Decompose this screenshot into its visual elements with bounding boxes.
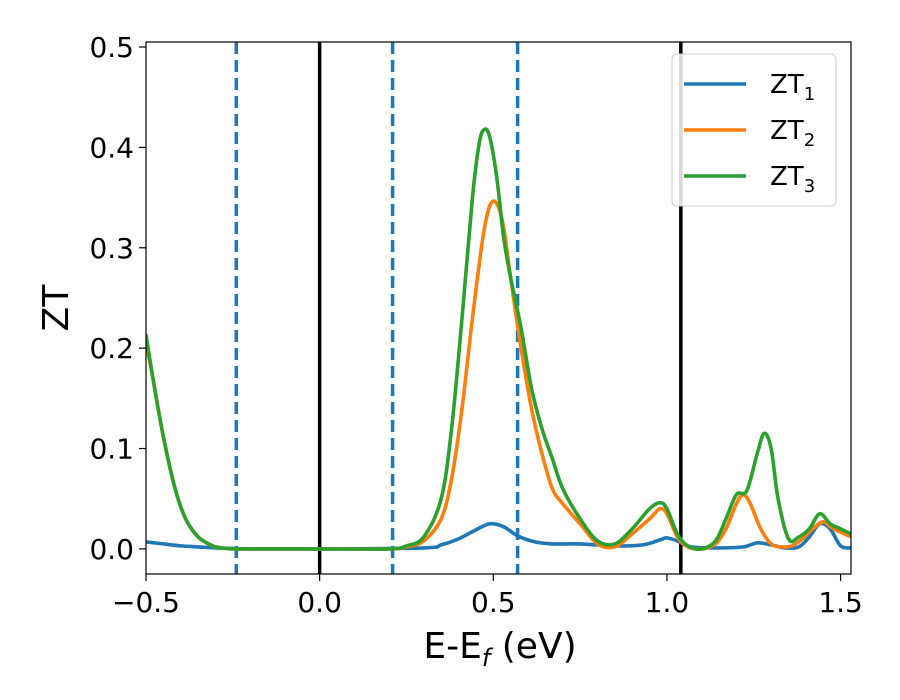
legend-label-zt2: ZT2 xyxy=(770,116,815,151)
x-tick-label: 1.5 xyxy=(818,586,863,619)
plot-frame xyxy=(145,41,852,575)
y-tick-label: 0.1 xyxy=(89,433,134,466)
y-axis-label: ZT xyxy=(36,284,77,332)
x-tick-label: 0.5 xyxy=(471,586,516,619)
y-tick-label: 0.5 xyxy=(89,31,134,64)
y-axis-ticks: 0.0 0.1 0.2 0.3 0.4 0.5 xyxy=(89,31,146,566)
y-tick-label: 0.3 xyxy=(89,232,134,265)
x-axis-ticks: −0.5 0.0 0.5 1.0 1.5 xyxy=(112,574,863,619)
legend-label-zt3: ZT3 xyxy=(770,162,815,197)
x-tick-label: 0.0 xyxy=(297,586,342,619)
y-tick-label: 0.4 xyxy=(89,131,134,164)
x-tick-label: 1.0 xyxy=(645,586,690,619)
legend-box xyxy=(671,53,837,207)
legend: ZT1 ZT2 ZT3 xyxy=(671,53,837,207)
x-tick-label: −0.5 xyxy=(112,586,180,619)
series-lines xyxy=(146,127,851,551)
x-axis-label: E-Ef (eV) xyxy=(423,626,576,672)
legend-label-zt1: ZT1 xyxy=(770,70,815,105)
y-tick-label: 0.0 xyxy=(89,533,134,566)
y-tick-label: 0.2 xyxy=(89,332,134,365)
series-line-zt3 xyxy=(146,127,851,551)
